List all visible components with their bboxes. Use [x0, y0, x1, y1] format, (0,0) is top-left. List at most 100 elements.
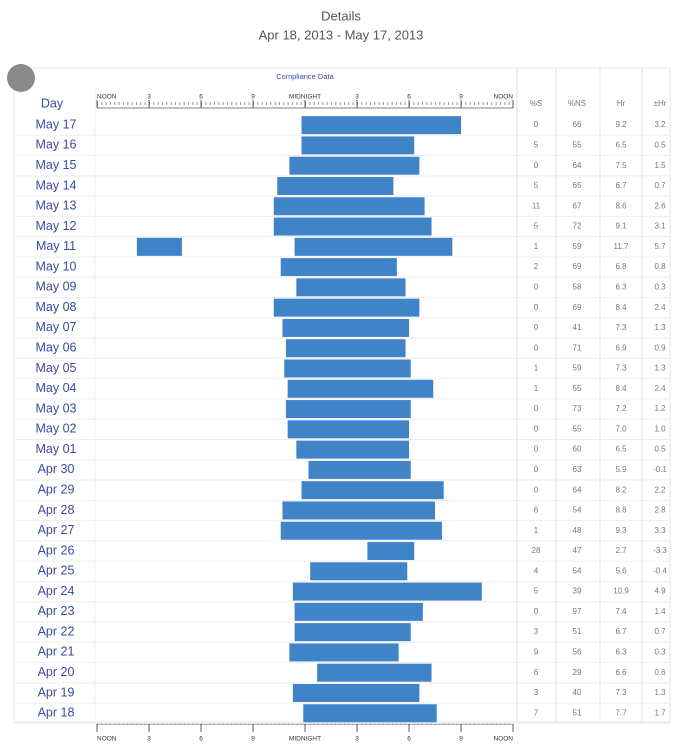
table-cell: 0 — [534, 424, 539, 433]
bar — [287, 379, 434, 398]
table-cell: 0.5 — [654, 445, 666, 454]
table-cell: 6 — [534, 506, 539, 515]
bar — [301, 116, 461, 135]
table-cell: 40 — [573, 688, 582, 697]
table-cell: 5.9 — [615, 465, 627, 474]
table-cell: 60 — [573, 445, 582, 454]
bar — [296, 440, 409, 459]
table-cell: 7.7 — [615, 708, 627, 717]
table-cell: 97 — [573, 607, 582, 616]
bar — [289, 156, 420, 175]
table-cell: 9 — [534, 648, 539, 657]
table-cell: 59 — [573, 242, 582, 251]
bar — [294, 623, 411, 642]
table-cell: 71 — [573, 343, 582, 352]
column-header: %S — [530, 99, 542, 108]
chart-title: Compliance Data — [276, 72, 334, 81]
day-label: May 13 — [36, 199, 77, 213]
bar — [292, 582, 482, 601]
day-label: May 06 — [36, 341, 77, 355]
day-label: May 07 — [36, 320, 77, 334]
day-label: May 05 — [36, 361, 77, 375]
table-cell: 9.2 — [615, 120, 627, 129]
bar — [294, 237, 453, 256]
column-header: %NS — [568, 99, 586, 108]
table-cell: 1.3 — [654, 688, 666, 697]
table-cell: 0.8 — [654, 262, 666, 271]
table-cell: 51 — [573, 627, 582, 636]
table-cell: 1.4 — [654, 607, 666, 616]
day-label: Apr 23 — [38, 604, 75, 618]
table-cell: 29 — [573, 668, 582, 677]
day-label: May 03 — [36, 401, 77, 415]
table-cell: 65 — [573, 181, 582, 190]
table-cell: 0 — [534, 607, 539, 616]
table-cell: 5 — [534, 181, 539, 190]
table-cell: 2.8 — [654, 506, 666, 515]
bar — [308, 460, 411, 479]
day-label: May 01 — [36, 442, 77, 456]
table-cell: 6 — [534, 668, 539, 677]
x-tick-label: 9 — [251, 94, 255, 101]
x-tick-label: MIDNIGHT — [289, 736, 321, 743]
bar — [285, 400, 411, 419]
bar — [287, 420, 409, 439]
table-cell: 2.4 — [654, 384, 666, 393]
day-header: Day — [41, 96, 64, 110]
bar — [285, 339, 406, 358]
table-cell: 54 — [573, 566, 582, 575]
table-cell: 5.6 — [615, 566, 627, 575]
x-tick-label: 6 — [199, 736, 203, 743]
bar — [284, 359, 411, 378]
day-label: Apr 19 — [38, 685, 75, 699]
bar — [273, 298, 420, 317]
x-tick-label: 9 — [459, 736, 463, 743]
table-cell: 2 — [534, 262, 539, 271]
table-cell: 59 — [573, 364, 582, 373]
bar — [317, 663, 432, 682]
x-tick-label: NOON — [494, 736, 514, 743]
table-cell: -0.1 — [653, 465, 667, 474]
badge[interactable] — [7, 64, 35, 92]
table-cell: 1.3 — [654, 323, 666, 332]
table-cell: 2.4 — [654, 303, 666, 312]
table-cell: 3.2 — [654, 120, 666, 129]
table-cell: 3 — [534, 688, 539, 697]
x-tick-label: 6 — [199, 94, 203, 101]
table-cell: 2.6 — [654, 201, 666, 210]
day-label: May 16 — [36, 138, 77, 152]
table-cell: 7.5 — [615, 161, 627, 170]
bar — [282, 501, 435, 520]
table-cell: 2.7 — [615, 546, 627, 555]
table-cell: 0.3 — [654, 282, 666, 291]
day-label: Apr 24 — [38, 584, 75, 598]
table-cell: 7.3 — [615, 688, 627, 697]
table-cell: 5.7 — [654, 242, 666, 251]
table-cell: 7.2 — [615, 404, 627, 413]
table-cell: 64 — [573, 161, 582, 170]
table-cell: 1.2 — [654, 404, 666, 413]
table-cell: 0 — [534, 120, 539, 129]
table-cell: 4.9 — [654, 587, 666, 596]
table-cell: 73 — [573, 404, 582, 413]
table-cell: 41 — [573, 323, 582, 332]
x-tick-label: 9 — [459, 94, 463, 101]
table-cell: 6.9 — [615, 343, 627, 352]
table-cell: 0 — [534, 404, 539, 413]
table-cell: 5 — [534, 587, 539, 596]
table-cell: 28 — [532, 546, 541, 555]
bar — [303, 704, 437, 723]
day-label: Apr 29 — [38, 482, 75, 496]
table-cell: 39 — [573, 587, 582, 596]
table-cell: 51 — [573, 708, 582, 717]
table-cell: 54 — [573, 506, 582, 515]
day-label: May 12 — [36, 219, 77, 233]
day-label: Apr 28 — [38, 503, 75, 517]
table-cell: 7.3 — [615, 364, 627, 373]
table-cell: 1.3 — [654, 364, 666, 373]
table-cell: 4 — [534, 566, 539, 575]
table-cell: 1 — [534, 384, 539, 393]
table-cell: 11.7 — [614, 242, 630, 251]
table-cell: 5 — [534, 222, 539, 231]
